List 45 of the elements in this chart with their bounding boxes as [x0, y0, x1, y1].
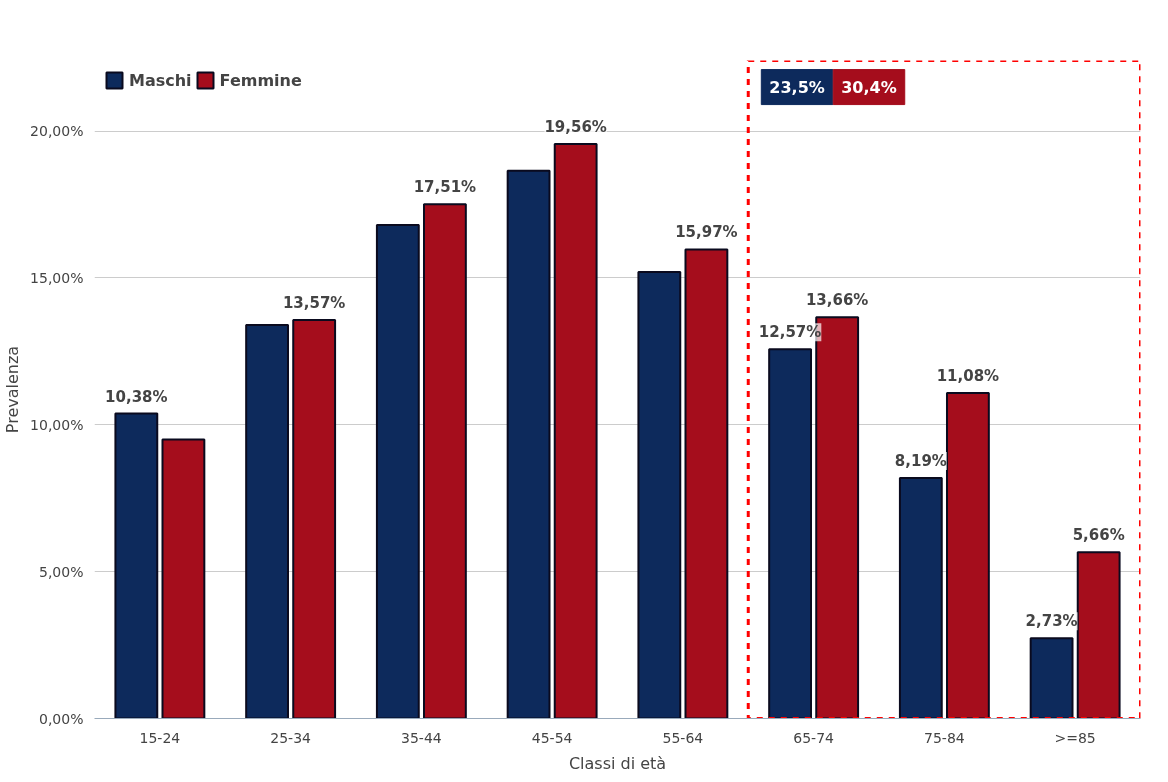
data-label: 10,38%: [105, 387, 168, 406]
bar: [114, 412, 159, 719]
x-tick-label: 35-44: [401, 729, 442, 746]
bar: [637, 271, 682, 719]
x-tick-label: 55-64: [662, 729, 704, 746]
x-tick-label: 65-74: [793, 729, 835, 746]
bar: [1029, 637, 1074, 719]
data-label: 8,19%: [894, 451, 947, 470]
bar: [161, 438, 206, 719]
text: 30,4%: [841, 77, 897, 97]
bar: [553, 142, 598, 719]
bar: [684, 248, 729, 719]
data-label: 12,57%: [758, 323, 822, 342]
y-tick-label: 10,00%: [30, 416, 84, 433]
x-tick-label: 15-24: [139, 729, 181, 746]
x-axis-title: Classi di età: [568, 753, 667, 773]
x-tick-label: 75-84: [924, 729, 965, 746]
legend-label: Maschi: [129, 70, 192, 90]
y-tick-label: 20,00%: [30, 123, 84, 139]
bar: [506, 169, 551, 719]
bar: [768, 348, 813, 719]
y-tick-label: 5,00%: [39, 563, 84, 580]
text: 23,5%: [769, 77, 825, 97]
bar: [945, 392, 990, 719]
x-tick-label: >=85: [1054, 729, 1096, 746]
data-label: 19,56%: [544, 117, 607, 136]
bar: [422, 203, 467, 719]
y-tick-label: 0,00%: [39, 710, 84, 727]
x-tick-label: 45-54: [531, 729, 573, 746]
bar: [375, 224, 420, 719]
legend-label: Femmine: [219, 70, 302, 90]
x-tick-label: 25-34: [270, 729, 312, 746]
data-label: 13,66%: [805, 291, 869, 310]
data-label: 5,66%: [1072, 526, 1125, 545]
y-tick-label: 15,00%: [30, 269, 84, 286]
data-label: 2,73%: [1025, 612, 1078, 631]
bar: [245, 323, 290, 719]
data-label: 17,51%: [413, 178, 477, 197]
data-label: 11,08%: [936, 367, 1000, 386]
y-axis-title: Prevalenza: [3, 345, 23, 434]
bar: [1076, 551, 1121, 719]
data-label: 15,97%: [675, 223, 738, 242]
data-label: 13,57%: [282, 293, 346, 312]
bar: [898, 476, 943, 719]
bar: [292, 318, 337, 719]
